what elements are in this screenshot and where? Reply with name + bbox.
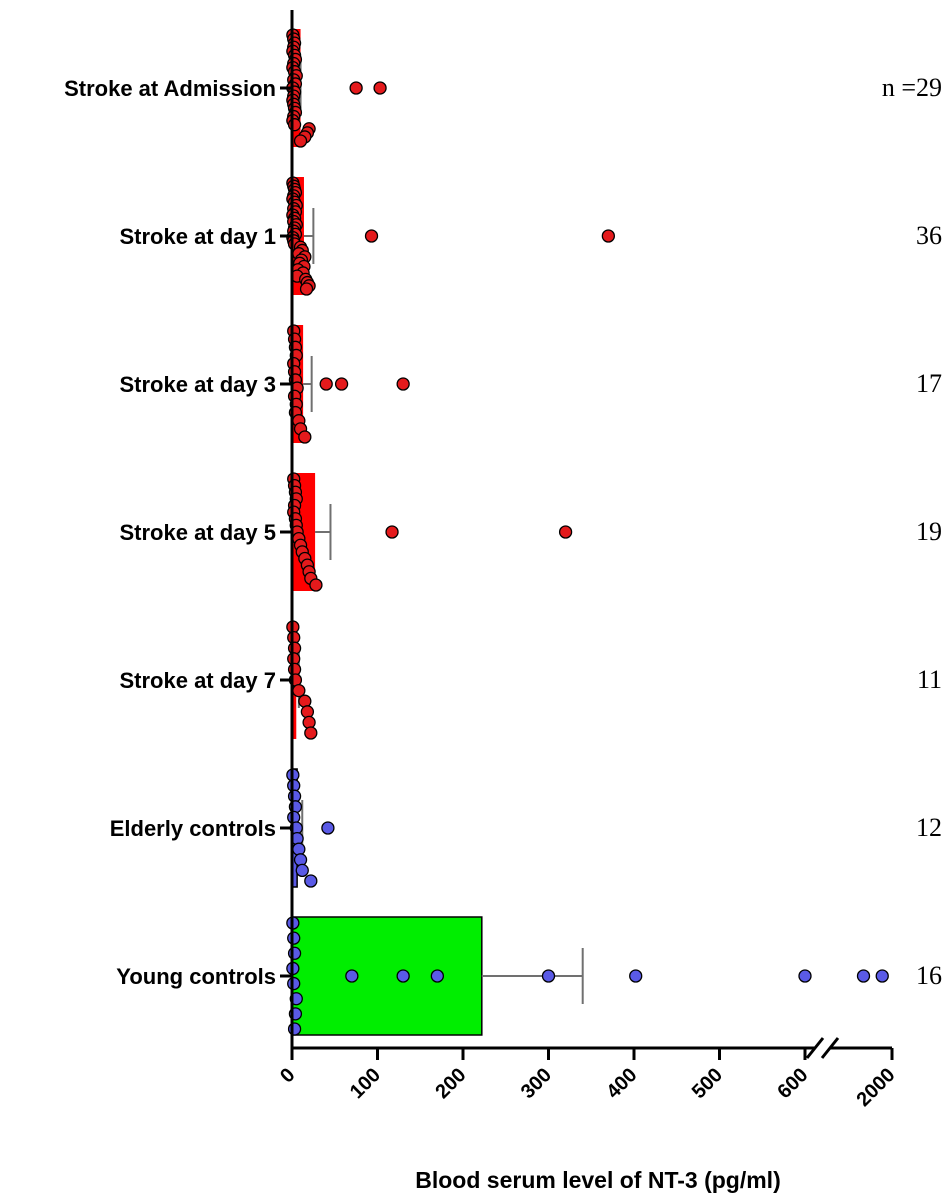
data-point-5-9 — [295, 863, 309, 878]
n-label-3: 19 — [916, 517, 942, 546]
data-point-2-13 — [298, 430, 312, 444]
bar-6 — [291, 916, 483, 1036]
x-tick-label-0-4: 400 — [602, 1064, 641, 1103]
x-tick-label-0-0: 0 — [276, 1064, 299, 1087]
x-axis-title: Blood serum level of NT-3 (pg/ml) — [415, 1167, 780, 1193]
data-point-4-10 — [304, 726, 318, 740]
category-label-4: Stroke at day 7 — [119, 668, 276, 693]
data-point-1-h0 — [364, 229, 379, 243]
data-point-3-h1 — [558, 525, 573, 539]
data-point-0-22 — [287, 118, 302, 132]
category-label-0: Stroke at Admission — [64, 76, 276, 101]
data-point-3-16 — [309, 578, 323, 592]
x-tick-label-0-5: 500 — [688, 1064, 727, 1103]
data-point-6-h5 — [798, 969, 812, 983]
x-tick-label-1-0: 2000 — [853, 1064, 900, 1111]
data-point-6-h0 — [345, 969, 359, 983]
n-label-2: 17 — [916, 369, 942, 398]
x-tick-label-0-6: 600 — [773, 1064, 812, 1103]
data-point-1-h1 — [601, 229, 615, 243]
data-point-6-h1 — [396, 969, 410, 983]
category-label-1: Stroke at day 1 — [119, 224, 276, 249]
data-point-6-h7 — [875, 969, 889, 983]
x-tick-label-0-1: 100 — [346, 1064, 385, 1103]
data-point-6-h2 — [430, 969, 445, 983]
data-point-1-33 — [299, 282, 314, 296]
category-label-6: Young controls — [116, 964, 276, 989]
n-label-6: 16 — [916, 961, 942, 990]
category-label-5: Elderly controls — [110, 816, 276, 841]
category-label-3: Stroke at day 5 — [119, 520, 276, 545]
n-label-1: 36 — [916, 221, 942, 250]
data-point-2-h2 — [396, 377, 410, 391]
data-point-0-h0 — [349, 81, 363, 95]
labels-layer: Stroke at Admission n =29 Stroke at day 1 3… — [64, 73, 942, 990]
points-layer — [286, 28, 889, 1036]
data-point-6-h3 — [541, 969, 556, 983]
data-point-0-h1 — [373, 81, 387, 95]
data-point-2-h1 — [334, 377, 349, 391]
data-point-6-1 — [287, 931, 301, 945]
x-tick-label-0-3: 300 — [517, 1064, 556, 1103]
error-bars-layer — [296, 60, 584, 1004]
axis-break-mark-2 — [820, 1037, 840, 1059]
n-label-4: 11 — [917, 665, 942, 694]
axis-break-mark-1 — [805, 1037, 825, 1059]
data-point-6-4 — [287, 976, 301, 991]
category-label-2: Stroke at day 3 — [119, 372, 276, 397]
data-point-6-2 — [287, 946, 302, 960]
x-tick-label-0-2: 200 — [431, 1064, 470, 1103]
data-point-6-7 — [287, 1022, 302, 1036]
data-point-0-26 — [293, 134, 308, 148]
data-point-2-h0 — [319, 377, 333, 391]
data-point-5-10 — [304, 874, 318, 888]
data-point-5-h0 — [321, 821, 335, 835]
data-point-6-h4 — [629, 969, 643, 983]
n-label-5: 12 — [916, 813, 942, 842]
n-label-0: n =29 — [882, 73, 942, 102]
data-point-6-h6 — [856, 969, 871, 983]
data-point-3-h0 — [385, 525, 399, 539]
